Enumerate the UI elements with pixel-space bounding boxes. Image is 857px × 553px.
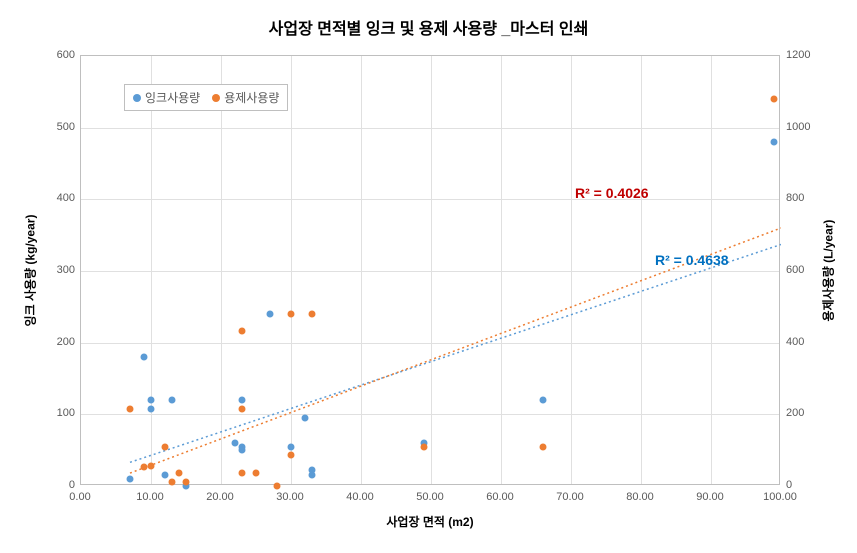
data-point <box>421 444 428 451</box>
data-point <box>183 479 190 486</box>
y-tick-label: 400 <box>50 192 75 204</box>
y2-tick-label: 400 <box>786 336 804 348</box>
data-point <box>239 447 246 454</box>
data-point <box>141 354 148 361</box>
data-point <box>239 405 246 412</box>
x-tick-label: 70.00 <box>556 491 584 503</box>
data-point <box>267 311 274 318</box>
y-tick-label: 300 <box>50 264 75 276</box>
x-tick-label: 100.00 <box>763 491 797 503</box>
x-tick-label: 20.00 <box>206 491 234 503</box>
r-squared-label: R² = 0.4026 <box>575 185 649 201</box>
gridline-horizontal <box>81 128 779 129</box>
x-tick-label: 10.00 <box>136 491 164 503</box>
gridline-vertical <box>501 56 502 484</box>
gridline-horizontal <box>81 414 779 415</box>
y2-tick-label: 1000 <box>786 121 810 133</box>
data-point <box>239 470 246 477</box>
gridline-vertical <box>571 56 572 484</box>
x-axis-label: 사업장 면적 (m2) <box>80 513 780 530</box>
chart-container: 사업장 면적별 잉크 및 용제 사용량 _마스터 인쇄 사업장 면적 (m2) … <box>0 0 857 553</box>
data-point <box>239 328 246 335</box>
data-point <box>148 397 155 404</box>
y2-tick-label: 1200 <box>786 49 810 61</box>
y2-tick-label: 800 <box>786 192 804 204</box>
data-point <box>148 463 155 470</box>
gridline-vertical <box>431 56 432 484</box>
gridline-horizontal <box>81 199 779 200</box>
y-tick-label: 500 <box>50 121 75 133</box>
gridline-vertical <box>641 56 642 484</box>
y2-tick-label: 200 <box>786 407 804 419</box>
data-point <box>253 470 260 477</box>
y-tick-label: 0 <box>50 479 75 491</box>
data-point <box>309 311 316 318</box>
y2-tick-label: 600 <box>786 264 804 276</box>
data-point <box>148 405 155 412</box>
r-squared-label: R² = 0.4638 <box>655 252 729 268</box>
legend: 잉크사용량 용제사용량 <box>124 84 288 111</box>
data-point <box>540 397 547 404</box>
data-point <box>288 443 295 450</box>
data-point <box>288 311 295 318</box>
data-point <box>169 397 176 404</box>
data-point <box>771 139 778 146</box>
plot-area <box>80 55 780 485</box>
y-tick-label: 600 <box>50 49 75 61</box>
x-tick-label: 0.00 <box>69 491 90 503</box>
y-tick-label: 100 <box>50 407 75 419</box>
data-point <box>302 414 309 421</box>
y2-axis-label: 용제사용량 (L/year) <box>820 201 837 341</box>
legend-label: 용제사용량 <box>224 89 279 106</box>
gridline-vertical <box>361 56 362 484</box>
x-tick-label: 60.00 <box>486 491 514 503</box>
data-point <box>540 444 547 451</box>
data-point <box>162 443 169 450</box>
legend-marker-icon <box>133 94 141 102</box>
data-point <box>127 475 134 482</box>
data-point <box>288 452 295 459</box>
data-point <box>232 440 239 447</box>
gridline-vertical <box>221 56 222 484</box>
gridline-vertical <box>151 56 152 484</box>
y-axis-label: 잉크 사용량 (kg/year) <box>22 201 39 341</box>
y2-tick-label: 0 <box>786 479 792 491</box>
x-tick-label: 50.00 <box>416 491 444 503</box>
x-tick-label: 40.00 <box>346 491 374 503</box>
legend-label: 잉크사용량 <box>145 89 200 106</box>
data-point <box>239 397 246 404</box>
data-point <box>176 470 183 477</box>
legend-item: 잉크사용량 <box>133 89 200 106</box>
x-tick-label: 90.00 <box>696 491 724 503</box>
data-point <box>169 478 176 485</box>
data-point <box>274 483 281 490</box>
legend-marker-icon <box>212 94 220 102</box>
data-point <box>771 96 778 103</box>
data-point <box>141 464 148 471</box>
data-point <box>309 472 316 479</box>
gridline-vertical <box>291 56 292 484</box>
gridline-horizontal <box>81 271 779 272</box>
data-point <box>127 405 134 412</box>
x-tick-label: 80.00 <box>626 491 654 503</box>
gridline-horizontal <box>81 343 779 344</box>
x-tick-label: 30.00 <box>276 491 304 503</box>
gridline-vertical <box>711 56 712 484</box>
chart-title: 사업장 면적별 잉크 및 용제 사용량 _마스터 인쇄 <box>0 15 857 39</box>
data-point <box>162 471 169 478</box>
y-tick-label: 200 <box>50 336 75 348</box>
legend-item: 용제사용량 <box>212 89 279 106</box>
